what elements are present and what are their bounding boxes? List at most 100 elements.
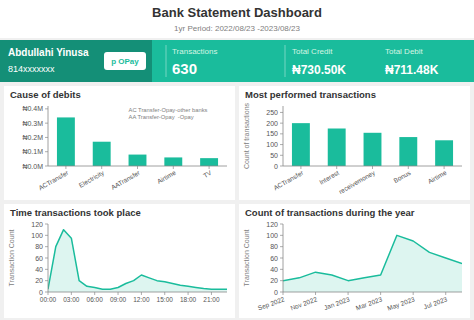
y-tick-label: ₦0.3M xyxy=(22,120,43,127)
y-axis xyxy=(48,106,49,166)
y-tick-label: 60 xyxy=(270,255,278,262)
y-axis-label: Transaction Count xyxy=(243,229,250,286)
y-tick xyxy=(45,246,48,247)
x-tick xyxy=(164,292,165,295)
chart-title: Cause of debits xyxy=(10,89,81,100)
y-tick xyxy=(45,137,48,138)
y-tick xyxy=(45,224,48,225)
marks xyxy=(57,117,218,166)
title: Bank Statement Dashboard xyxy=(152,5,322,20)
y-tick xyxy=(280,155,283,156)
panel-background xyxy=(4,86,235,200)
y-tick-label: 100 xyxy=(266,141,278,148)
y-tick xyxy=(280,269,283,270)
annotation: AA Transfer-Opay -Opay xyxy=(129,114,194,120)
bar xyxy=(57,117,75,166)
x-tick-label: Airtime xyxy=(427,169,448,185)
x-axis xyxy=(48,166,227,167)
y-tick-label: 250 xyxy=(266,109,278,116)
y-tick-label: 120 xyxy=(266,221,278,228)
y-tick-label: 100 xyxy=(266,232,278,239)
x-tick-label: 18:00 xyxy=(180,296,197,303)
name-box xyxy=(0,40,152,82)
x-tick-label: Airtime xyxy=(156,169,177,185)
stat-value: ₦711.48K xyxy=(385,63,439,77)
panel-background xyxy=(4,204,235,318)
chart-panel: Most performed transactions0501001502002… xyxy=(239,86,470,200)
y-tick xyxy=(280,112,283,113)
y-axis-label: Transaction Count xyxy=(8,229,15,286)
x-tick-label: Sep 2022 xyxy=(257,295,286,312)
stat-label: Transactions xyxy=(172,47,218,56)
y-tick xyxy=(280,258,283,259)
badge xyxy=(104,52,146,70)
x-tick xyxy=(141,292,142,295)
y-tick-label: ₦0.0M xyxy=(22,163,43,170)
x-tick xyxy=(188,292,189,295)
separator xyxy=(285,45,286,77)
line xyxy=(48,230,227,289)
chart-panel: Time transactions took place020406080100… xyxy=(4,204,235,318)
y-tick-label: 150 xyxy=(266,130,278,137)
y-tick xyxy=(280,144,283,145)
marks xyxy=(48,230,227,292)
x-tick xyxy=(118,292,119,295)
x-tick-label: AATransfer xyxy=(110,168,142,191)
y-axis xyxy=(283,106,284,166)
x-tick-label: ACTransfer xyxy=(37,168,70,191)
chart-panel: Cause of debits₦0.0M₦0.1M₦0.2M₦0.3M₦0.4M… xyxy=(4,86,235,200)
y-tick-label: ₦0.4M xyxy=(22,105,43,112)
y-tick-label: 20 xyxy=(270,277,278,284)
y-tick xyxy=(45,108,48,109)
dashboard: Bank Statement Dashboard1yr Period: 2022… xyxy=(0,0,474,320)
bar xyxy=(200,158,218,166)
y-tick xyxy=(45,151,48,152)
x-tick xyxy=(211,292,212,295)
bar xyxy=(292,123,310,166)
x-tick-label: receivemoney xyxy=(337,168,377,196)
y-tick-label: 20 xyxy=(35,277,43,284)
y-tick-label: 0 xyxy=(39,289,43,296)
y-axis xyxy=(283,224,284,292)
x-tick-label: TV xyxy=(202,168,213,179)
x-tick-label: 06:00 xyxy=(87,296,104,303)
y-tick xyxy=(45,235,48,236)
y-tick-label: 120 xyxy=(31,221,43,228)
y-tick-label: 50 xyxy=(270,152,278,159)
x-tick-label: 15:00 xyxy=(157,296,174,303)
chart-title: Most performed transactions xyxy=(245,89,376,100)
stat-value: 630 xyxy=(172,60,197,77)
bar xyxy=(328,129,346,167)
stat-label: Total Credit xyxy=(292,47,333,56)
line xyxy=(283,235,462,280)
y-tick-label: 0 xyxy=(274,163,278,170)
bar xyxy=(364,133,382,166)
y-tick xyxy=(280,280,283,281)
y-tick xyxy=(280,235,283,236)
y-tick-label: 40 xyxy=(270,266,278,273)
y-tick xyxy=(280,166,283,167)
bar xyxy=(93,142,111,166)
x-tick-label: Nov 2022 xyxy=(289,295,318,311)
y-tick xyxy=(45,292,48,293)
area xyxy=(48,230,227,292)
area xyxy=(283,235,462,292)
background xyxy=(0,0,474,320)
y-tick-label: 80 xyxy=(270,243,278,250)
separator xyxy=(166,45,167,77)
marks xyxy=(292,123,453,166)
y-tick xyxy=(280,292,283,293)
header-strip xyxy=(0,40,474,82)
y-tick xyxy=(280,123,283,124)
marks xyxy=(283,235,462,292)
y-tick-label: 40 xyxy=(35,266,43,273)
x-tick-label: Electricity xyxy=(78,168,107,189)
chart-title: Time transactions took place xyxy=(10,207,141,218)
y-tick-label: ₦0.1M xyxy=(22,148,43,155)
badge-text: p OPay xyxy=(111,57,139,66)
bar xyxy=(129,155,147,166)
stat-value: ₦730.50K xyxy=(292,63,346,77)
x-tick-label: 21:00 xyxy=(203,296,220,303)
y-tick xyxy=(280,133,283,134)
chart-title: Count of transactions during the year xyxy=(245,207,415,218)
